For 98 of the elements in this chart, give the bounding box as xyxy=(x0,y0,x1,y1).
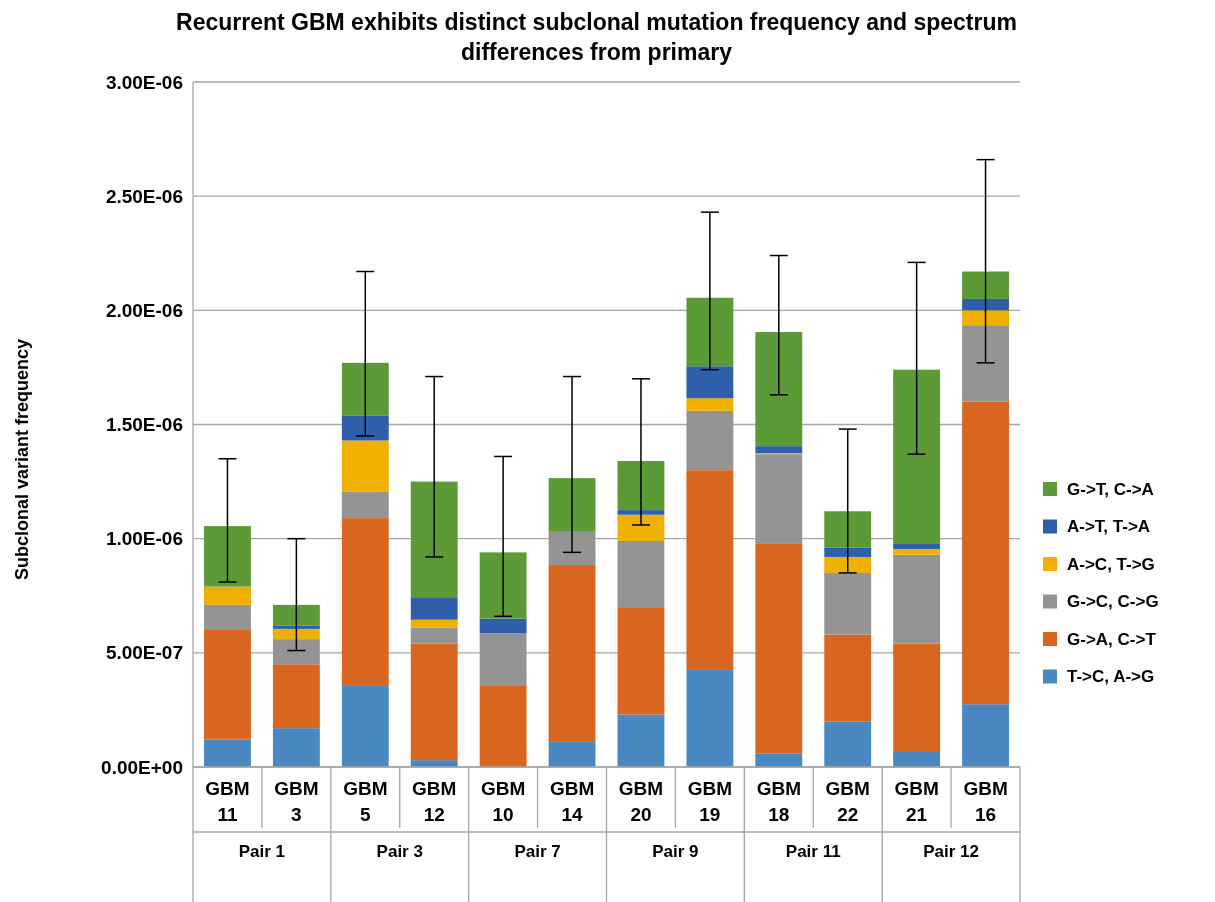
bar xyxy=(272,664,320,729)
x-tick-label: GBM 16 xyxy=(963,778,1008,825)
bar xyxy=(893,751,941,767)
y-tick-label: 1.00E-06 xyxy=(105,528,183,550)
x-tick-label: GBM 21 xyxy=(894,778,939,825)
legend-label: A->T, T->A xyxy=(1067,517,1151,537)
y-tick-label: 0.00E+00 xyxy=(101,756,183,778)
bar xyxy=(824,721,872,767)
x-tick-label: GBM 18 xyxy=(756,778,801,825)
bar xyxy=(341,491,389,519)
bar xyxy=(824,634,872,722)
legend-label: G->A, C->T xyxy=(1067,629,1157,649)
bar xyxy=(962,310,1009,326)
legend-label: T->C, A->G xyxy=(1067,667,1155,687)
bar xyxy=(617,540,665,608)
bar xyxy=(272,639,320,665)
bar xyxy=(548,478,596,532)
chart-title: Recurrent GBM exhibits distinct subclonal mutation frequency and spectrum differences from primary xyxy=(176,9,1017,65)
bar xyxy=(341,362,389,416)
y-tick-label: 3.00E-06 xyxy=(105,71,183,93)
bar xyxy=(479,633,527,686)
text: Pair 11 xyxy=(785,842,841,861)
bar xyxy=(410,627,458,644)
bar xyxy=(755,446,803,454)
bar xyxy=(755,332,803,447)
x-tick-label: GBM 14 xyxy=(549,778,595,825)
bar xyxy=(962,298,1009,311)
bar xyxy=(893,543,941,549)
bar xyxy=(479,618,527,634)
text: Pair 9 xyxy=(652,842,699,861)
text: Pair 7 xyxy=(514,842,561,861)
bar xyxy=(410,643,458,761)
y-tick-label: 5.00E-07 xyxy=(105,642,183,664)
bar xyxy=(548,531,596,565)
bar xyxy=(962,271,1009,299)
bar xyxy=(341,685,389,767)
bar xyxy=(204,739,251,767)
bar xyxy=(204,526,251,587)
bar xyxy=(824,511,872,548)
bar xyxy=(341,440,389,492)
x-tick-label: GBM 10 xyxy=(480,778,526,825)
bar xyxy=(824,556,872,573)
bar xyxy=(824,572,872,635)
bar xyxy=(686,410,734,471)
bar xyxy=(893,548,941,555)
bar xyxy=(410,619,458,628)
bar xyxy=(272,625,320,629)
bar xyxy=(272,604,320,626)
bar xyxy=(479,685,527,767)
bar xyxy=(962,325,1009,402)
bar xyxy=(893,643,941,752)
legend-label: A->C, T->G xyxy=(1067,554,1155,574)
bar xyxy=(755,753,803,767)
bar xyxy=(893,554,941,644)
x-tick-label: GBM 5 xyxy=(343,778,388,825)
x-tick-label: GBM 20 xyxy=(618,778,664,825)
bar xyxy=(755,454,803,544)
bar xyxy=(617,514,665,541)
bar xyxy=(204,586,251,605)
x-tick-label: GBM 3 xyxy=(274,778,319,825)
bar xyxy=(686,366,734,399)
bar xyxy=(617,461,665,511)
bar xyxy=(893,369,941,544)
legend-label: G->T, C->A xyxy=(1067,479,1154,499)
bar xyxy=(686,669,734,767)
bar xyxy=(341,518,389,686)
bar xyxy=(686,398,734,411)
x-tick-label: GBM 19 xyxy=(687,778,733,825)
text: Pair 3 xyxy=(376,842,423,861)
y-tick-label: 1.50E-06 xyxy=(105,414,183,436)
bar xyxy=(204,630,251,740)
text: Pair 1 xyxy=(238,842,286,861)
x-tick-label: GBM 22 xyxy=(825,778,870,825)
y-tick-label: 2.00E-06 xyxy=(105,299,183,321)
y-tick-label: 2.50E-06 xyxy=(105,185,183,207)
bar xyxy=(686,470,734,670)
x-tick-label: GBM 11 xyxy=(205,778,250,825)
bar xyxy=(962,704,1009,767)
bar xyxy=(617,714,665,767)
y-axis-title: Subclonal variant frequency xyxy=(12,338,32,581)
bar xyxy=(686,297,734,367)
bar xyxy=(272,628,320,640)
bar xyxy=(272,728,320,767)
bar xyxy=(204,604,251,630)
bar xyxy=(479,552,527,619)
legend-label: G->C, C->G xyxy=(1067,592,1159,612)
bar xyxy=(341,415,389,441)
bar xyxy=(548,564,596,742)
bar xyxy=(617,607,665,715)
bar xyxy=(755,543,803,754)
text: Pair 12 xyxy=(923,842,979,861)
bar xyxy=(548,741,596,767)
x-tick-label: GBM 12 xyxy=(412,778,457,825)
bar xyxy=(824,547,872,557)
bar xyxy=(410,481,458,599)
bar xyxy=(410,598,458,620)
bar xyxy=(962,401,1009,705)
bar xyxy=(617,510,665,515)
